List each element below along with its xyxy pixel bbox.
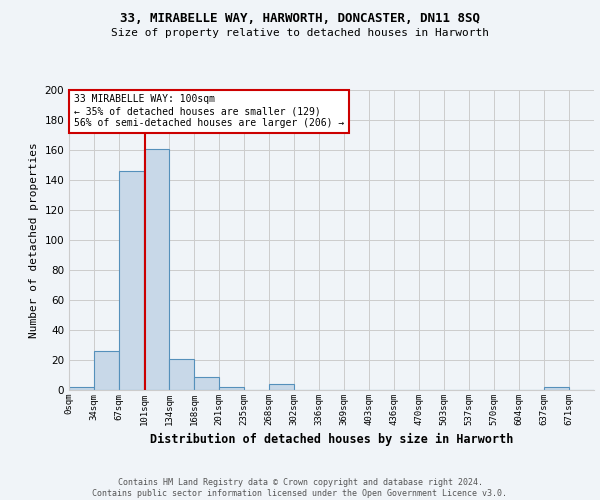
- Text: Size of property relative to detached houses in Harworth: Size of property relative to detached ho…: [111, 28, 489, 38]
- Bar: [69, 387, 94, 390]
- Bar: [119, 171, 144, 390]
- Text: 33, MIRABELLE WAY, HARWORTH, DONCASTER, DN11 8SQ: 33, MIRABELLE WAY, HARWORTH, DONCASTER, …: [120, 12, 480, 26]
- Bar: [269, 384, 294, 390]
- Bar: [544, 387, 569, 390]
- Text: Contains HM Land Registry data © Crown copyright and database right 2024.
Contai: Contains HM Land Registry data © Crown c…: [92, 478, 508, 498]
- Bar: [194, 376, 219, 390]
- X-axis label: Distribution of detached houses by size in Harworth: Distribution of detached houses by size …: [150, 434, 513, 446]
- Y-axis label: Number of detached properties: Number of detached properties: [29, 142, 39, 338]
- Text: 33 MIRABELLE WAY: 100sqm
← 35% of detached houses are smaller (129)
56% of semi-: 33 MIRABELLE WAY: 100sqm ← 35% of detach…: [74, 94, 344, 128]
- Bar: [169, 358, 194, 390]
- Bar: [219, 387, 244, 390]
- Bar: [94, 351, 119, 390]
- Bar: [144, 148, 169, 390]
